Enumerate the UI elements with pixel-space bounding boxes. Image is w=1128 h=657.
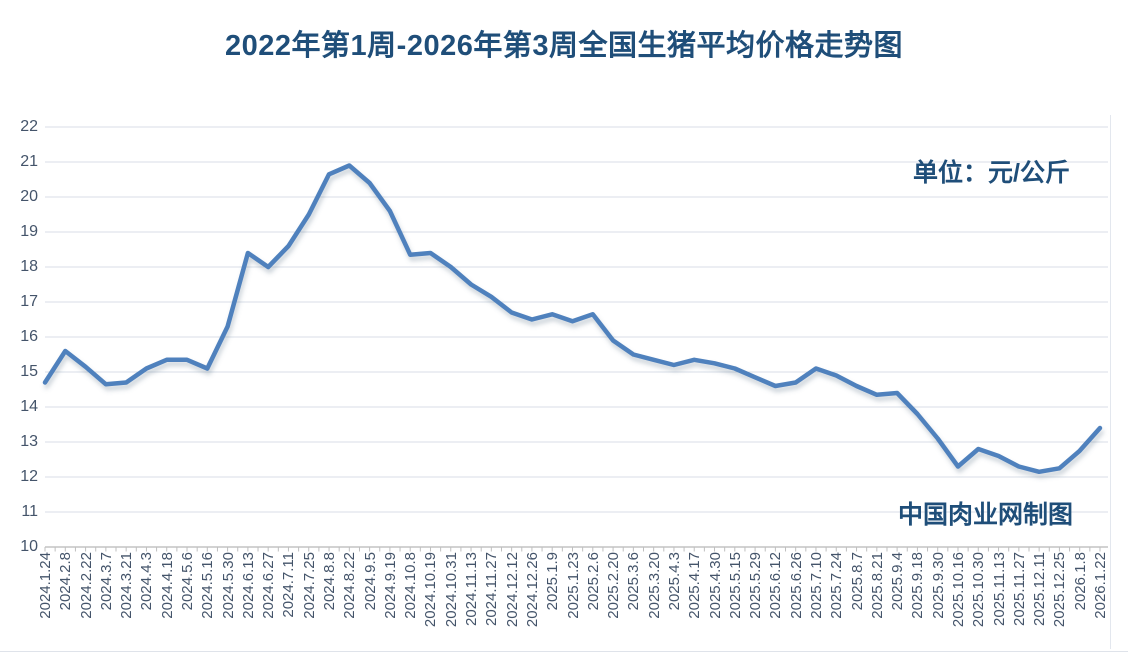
x-tick-label: 2025.10.30 xyxy=(970,552,988,628)
bottom-divider xyxy=(0,651,1128,652)
x-tick-label: 2024.10.31 xyxy=(442,552,460,628)
y-tick-label: 21 xyxy=(20,153,38,170)
x-tick-label: 2025.3.6 xyxy=(625,552,643,611)
y-tick-label: 16 xyxy=(20,328,38,345)
x-tick-label: 2025.6.26 xyxy=(787,552,805,619)
y-tick-label: 19 xyxy=(20,223,38,240)
x-tick-label: 2024.6.27 xyxy=(260,552,278,619)
x-tick-label: 2024.12.12 xyxy=(503,552,521,628)
x-tick-label: 2024.11.13 xyxy=(463,552,481,626)
x-tick-label: 2024.9.5 xyxy=(361,552,379,611)
x-tick-label: 2025.7.10 xyxy=(807,552,825,619)
x-tick-label: 2024.2.22 xyxy=(77,552,95,619)
x-tick-label: 2024.11.27 xyxy=(483,552,501,626)
x-tick-label: 2025.4.30 xyxy=(706,552,724,619)
x-tick-label: 2024.12.26 xyxy=(523,552,541,628)
x-tick-label: 2025.8.7 xyxy=(848,552,866,611)
x-tick-label: 2025.2.6 xyxy=(584,552,602,611)
x-tick-label: 2024.10.8 xyxy=(402,552,420,619)
y-tick-label: 18 xyxy=(20,258,38,275)
x-tick-label: 2024.9.19 xyxy=(381,552,399,619)
x-tick-label: 2025.3.20 xyxy=(645,552,663,619)
x-tick-label: 2026.1.8 xyxy=(1071,552,1089,611)
y-tick-label: 20 xyxy=(20,188,38,205)
y-tick-label: 12 xyxy=(20,468,38,485)
x-tick-label: 2024.7.11 xyxy=(280,552,298,618)
y-tick-label: 14 xyxy=(20,398,38,415)
x-tick-label: 2025.4.3 xyxy=(665,552,683,611)
x-tick-label: 2025.9.30 xyxy=(929,552,947,619)
x-tick-label: 2025.7.24 xyxy=(828,552,846,619)
x-tick-label: 2025.2.20 xyxy=(605,552,623,619)
x-tick-label: 2024.5.30 xyxy=(219,552,237,619)
x-tick-label: 2025.9.4 xyxy=(889,552,907,611)
x-tick-label: 2025.5.15 xyxy=(726,552,744,619)
x-tick-label: 2025.11.27 xyxy=(1010,552,1028,626)
x-tick-label: 2024.3.21 xyxy=(118,552,136,619)
x-tick-label: 2025.12.11 xyxy=(1031,552,1049,626)
x-tick-label: 2024.5.6 xyxy=(179,552,197,611)
y-tick-label: 17 xyxy=(20,293,38,310)
right-divider xyxy=(1110,115,1111,649)
x-tick-label: 2025.5.29 xyxy=(747,552,765,619)
x-tick-label: 2024.8.8 xyxy=(321,552,339,611)
x-tick-label: 2024.5.16 xyxy=(199,552,217,619)
x-tick-label: 2025.4.17 xyxy=(686,552,704,619)
x-tick-label: 2024.3.7 xyxy=(97,552,115,611)
x-tick-label: 2025.1.23 xyxy=(564,552,582,619)
credit-label: 中国肉业网制图 xyxy=(897,501,1073,529)
x-tick-label: 2025.10.16 xyxy=(949,552,967,628)
x-tick-label: 2025.8.21 xyxy=(868,552,886,619)
price-line xyxy=(42,163,1103,475)
x-tick-label: 2026.1.22 xyxy=(1092,552,1109,619)
unit-label: 单位：元/公斤 xyxy=(913,159,1070,187)
x-tick-label: 2024.6.13 xyxy=(239,552,257,619)
x-tick-label: 2024.1.24 xyxy=(37,552,54,619)
y-tick-label: 10 xyxy=(20,538,38,555)
x-tick-label: 2024.2.8 xyxy=(57,552,75,611)
x-tick-label: 2024.4.18 xyxy=(158,552,176,619)
y-tick-label: 22 xyxy=(20,118,38,135)
x-tick-label: 2025.12.25 xyxy=(1051,552,1069,628)
x-tick-label: 2024.7.25 xyxy=(300,552,318,619)
x-tick-label: 2024.8.22 xyxy=(341,552,359,619)
x-tick-label: 2024.10.19 xyxy=(422,552,440,628)
x-tick-label: 2025.9.18 xyxy=(909,552,927,619)
y-tick-label: 15 xyxy=(20,363,38,380)
x-tick-label: 2025.6.12 xyxy=(767,552,785,619)
y-tick-label: 11 xyxy=(21,503,38,520)
x-tick-label: 2024.4.3 xyxy=(138,552,156,611)
y-tick-label: 13 xyxy=(20,433,38,450)
chart-title: 2022年第1周-2026年第3周全国生猪平均价格走势图 xyxy=(225,30,903,62)
x-tick-label: 2025.1.9 xyxy=(544,552,562,611)
x-tick-label: 2025.11.13 xyxy=(990,552,1008,626)
